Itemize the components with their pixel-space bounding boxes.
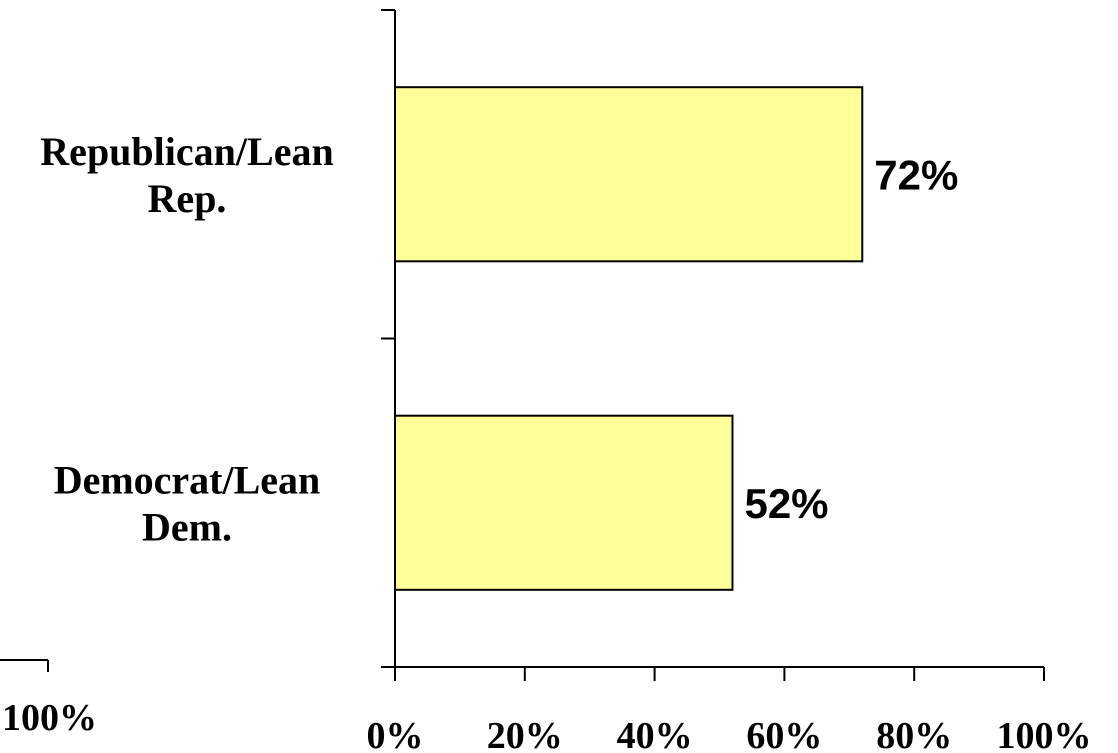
x-tick-label: 20%	[487, 715, 563, 753]
category-label-line: Democrat/Lean	[54, 457, 321, 502]
x-tick-label: 40%	[617, 715, 693, 753]
value-labels: 72% 52%	[744, 151, 958, 527]
bar	[394, 86, 864, 263]
category-label-line: Dem.	[142, 504, 232, 549]
x-tick-label: 100%	[997, 715, 1092, 753]
category-label-line: Rep.	[148, 176, 227, 221]
category-label: Democrat/Lean Dem.	[54, 457, 321, 549]
x-tick-label: 0%	[367, 715, 424, 753]
bars	[394, 86, 864, 591]
partial-left-axis: 100%	[0, 659, 97, 739]
partial-left-tick-label: 100%	[2, 697, 97, 739]
bar	[394, 414, 734, 591]
data-label: 52%	[744, 480, 828, 527]
category-label: Republican/Lean Rep.	[40, 129, 333, 221]
x-tick-label: 80%	[876, 715, 952, 753]
category-labels: Republican/Lean Rep. Democrat/Lean Dem.	[40, 129, 333, 550]
x-tick-label: 60%	[746, 715, 822, 753]
category-label-line: Republican/Lean	[40, 129, 333, 174]
data-label: 72%	[874, 151, 958, 198]
x-axis-ticks: 0% 20% 40% 60% 80% 100%	[367, 667, 1092, 753]
